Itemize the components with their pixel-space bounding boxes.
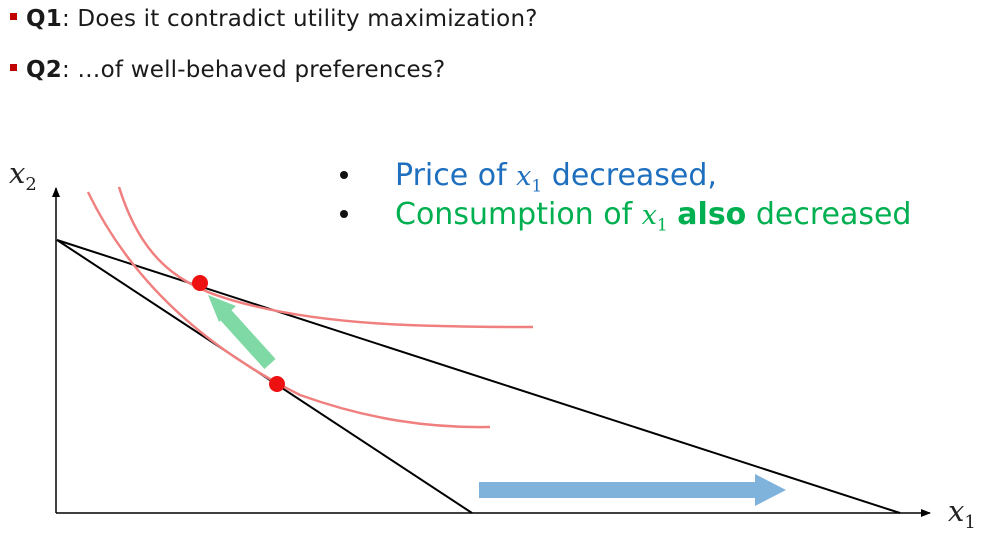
observation-price-suffix: decreased, bbox=[542, 158, 717, 193]
bullet-dot-icon bbox=[340, 170, 348, 179]
optimum-point-new bbox=[192, 275, 208, 291]
x-axis-label: x1 bbox=[948, 494, 976, 533]
observation-consumption: Consumption of x1 also decreased bbox=[340, 197, 911, 235]
observation-consumption-suffix: decreased bbox=[746, 197, 912, 232]
y-axis-label: x2 bbox=[9, 156, 37, 195]
observation-consumption-prefix: Consumption of bbox=[395, 197, 642, 232]
indifference-curve-low bbox=[86, 191, 491, 429]
bullet-square-icon bbox=[10, 64, 17, 71]
bullet-dot-icon bbox=[340, 209, 348, 218]
indifference-curve-high bbox=[117, 186, 534, 329]
question-1-label: Q1 bbox=[26, 6, 62, 32]
observation-price: Price of x1 decreased, bbox=[340, 158, 717, 196]
question-1: Q1: Does it contradict utility maximizat… bbox=[10, 6, 538, 32]
question-2: Q2: …of well-behaved preferences? bbox=[10, 57, 445, 83]
observation-price-variable: x1 bbox=[516, 161, 543, 197]
question-1-text: : Does it contradict utility maximizatio… bbox=[61, 6, 538, 32]
shift-arrow-blue bbox=[479, 474, 786, 506]
question-2-text: : …of well-behaved preferences? bbox=[61, 57, 446, 83]
movement-arrow-green bbox=[208, 295, 276, 370]
observation-consumption-variable: x1 bbox=[641, 200, 668, 236]
bullet-square-icon bbox=[10, 13, 17, 20]
observation-price-prefix: Price of bbox=[395, 158, 517, 193]
question-2-label: Q2 bbox=[26, 57, 62, 83]
observation-consumption-emphasis: also bbox=[677, 197, 747, 232]
optimum-point-original bbox=[269, 376, 285, 392]
